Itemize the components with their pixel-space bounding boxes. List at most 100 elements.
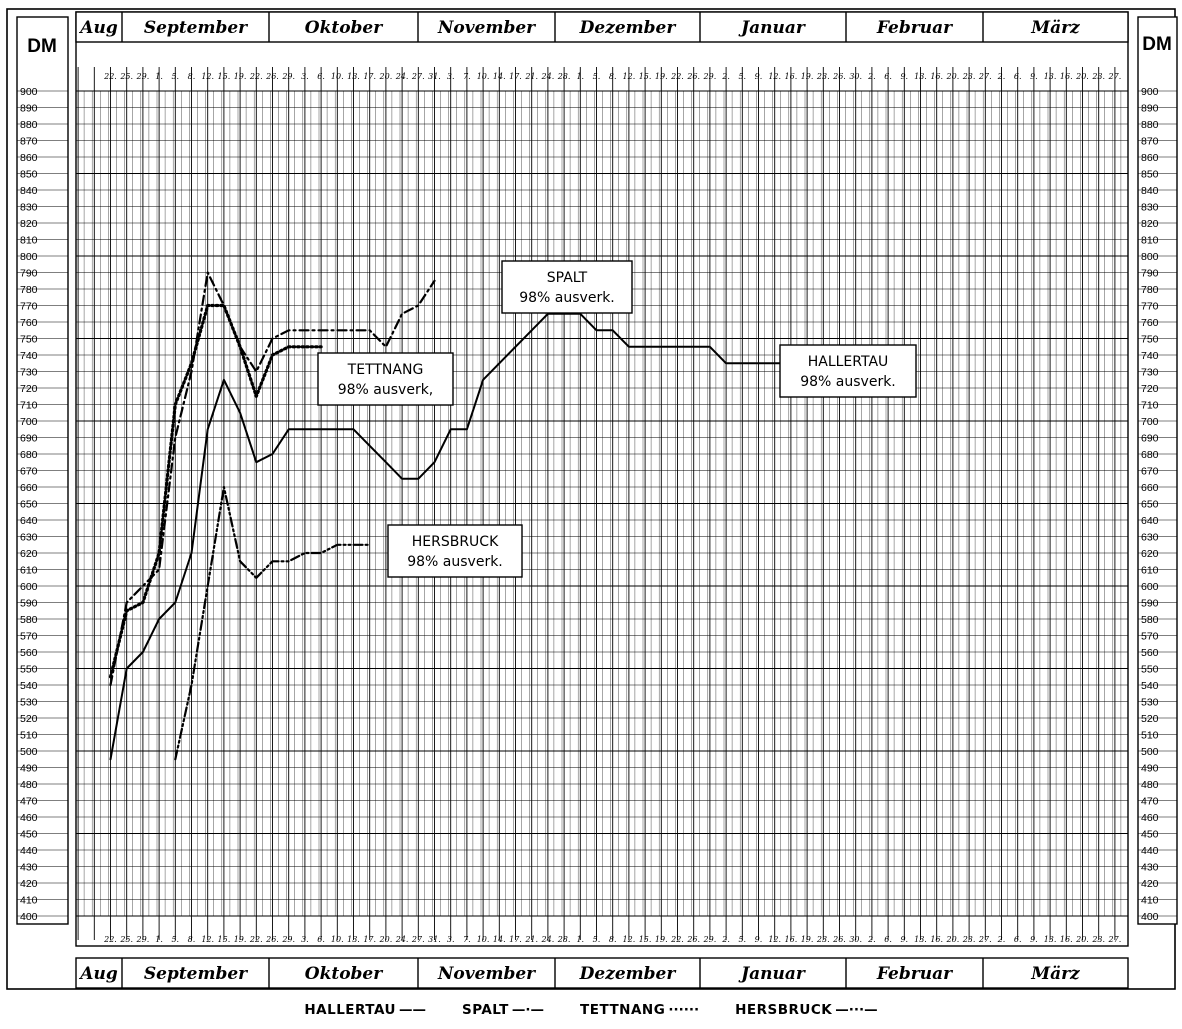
y-tick-label-right: 710 bbox=[1141, 400, 1159, 412]
bottom-date-tick: 1. bbox=[155, 935, 163, 944]
legend-item-hallertau: HALLERTAU —— bbox=[304, 1002, 426, 1018]
y-tick-label-left: 430 bbox=[20, 862, 38, 874]
bottom-date-tick: 5. bbox=[593, 935, 601, 944]
month-label-aug: Aug bbox=[78, 964, 118, 984]
top-date-tick: 1. bbox=[155, 72, 163, 81]
y-tick-label-left: 830 bbox=[20, 202, 38, 214]
top-date-tick: 22. bbox=[103, 72, 117, 81]
bottom-date-tick: 22. bbox=[249, 935, 263, 944]
legend-marker: —···— bbox=[835, 1002, 878, 1018]
bottom-date-tick: 6. bbox=[1014, 935, 1022, 944]
bottom-date-tick: 29. bbox=[281, 935, 295, 944]
bottom-date-tick: 16. bbox=[930, 935, 943, 944]
y-tick-label-right: 550 bbox=[1141, 664, 1159, 676]
bottom-date-tick: 26. bbox=[832, 935, 846, 944]
bottom-date-tick: 29. bbox=[136, 935, 150, 944]
bottom-date-tick: 20. bbox=[946, 935, 960, 944]
y-tick-label-right: 780 bbox=[1141, 284, 1159, 296]
bottom-date-tick: 26. bbox=[265, 935, 279, 944]
top-date-tick: 29. bbox=[136, 72, 150, 81]
y-tick-label-left: 570 bbox=[20, 631, 38, 643]
top-date-tick: 6. bbox=[884, 72, 892, 81]
month-label-januar: Januar bbox=[738, 964, 806, 984]
top-date-tick: 22. bbox=[670, 72, 684, 81]
y-tick-label-right: 450 bbox=[1141, 829, 1159, 841]
y-tick-label-left: 750 bbox=[20, 334, 38, 346]
top-date-tick: 16. bbox=[785, 72, 798, 81]
legend-marker: —·— bbox=[511, 1002, 545, 1018]
bottom-date-tick: 2. bbox=[997, 935, 1006, 944]
top-date-tick: 5. bbox=[738, 72, 746, 81]
bottom-date-tick: 25. bbox=[119, 935, 133, 944]
top-date-tick: 17. bbox=[509, 72, 522, 81]
month-label-dezember: Dezember bbox=[579, 18, 677, 38]
top-date-tick: 23. bbox=[1091, 72, 1105, 81]
bottom-date-tick: 9. bbox=[900, 935, 908, 944]
bottom-date-tick: 22. bbox=[670, 935, 684, 944]
callout-title-tettnang: TETTNANG bbox=[347, 362, 424, 378]
bottom-date-tick: 9. bbox=[755, 935, 763, 944]
top-date-tick: 14. bbox=[493, 72, 506, 81]
series-line-hallertau bbox=[109, 312, 857, 761]
callout-title-spalt: SPALT bbox=[547, 270, 588, 286]
top-date-tick: 17. bbox=[363, 72, 376, 81]
y-tick-label-left: 740 bbox=[20, 350, 38, 362]
y-tick-label-right: 640 bbox=[1141, 515, 1159, 527]
bottom-date-tick: 20. bbox=[1075, 935, 1089, 944]
top-date-tick: 26. bbox=[832, 72, 846, 81]
y-tick-label-right: 530 bbox=[1141, 697, 1159, 709]
y-tick-label-left: 670 bbox=[20, 466, 38, 478]
callout-box-hallertau bbox=[779, 344, 917, 398]
y-tick-label-right: 840 bbox=[1141, 185, 1159, 197]
bottom-date-tick: 23. bbox=[962, 935, 976, 944]
y-tick-label-left: 860 bbox=[20, 152, 38, 164]
y-tick-label-left: 470 bbox=[20, 796, 38, 808]
y-tick-label-right: 490 bbox=[1141, 763, 1159, 775]
top-date-tick: 13. bbox=[914, 72, 927, 81]
y-tick-label-right: 480 bbox=[1141, 779, 1159, 791]
bottom-date-tick: 23. bbox=[1091, 935, 1105, 944]
bottom-date-tick: 17. bbox=[509, 935, 522, 944]
callout-note-hersbruck: 98% ausverk. bbox=[407, 554, 503, 570]
y-tick-label-right: 690 bbox=[1141, 433, 1159, 445]
top-date-tick: 3. bbox=[301, 72, 309, 81]
top-date-tick: 27. bbox=[1108, 72, 1122, 81]
bottom-date-tick: 14. bbox=[493, 935, 506, 944]
top-date-tick: 3. bbox=[447, 72, 455, 81]
bottom-date-tick: 10. bbox=[331, 935, 344, 944]
legend-marker: —— bbox=[398, 1002, 426, 1018]
y-tick-label-right: 540 bbox=[1141, 680, 1159, 692]
callouts: SPALT 98% ausverk. TETTNANG 98% ausverk, HER… bbox=[317, 260, 917, 578]
bottom-date-tick: 12. bbox=[201, 935, 214, 944]
bottom-date-tick: 15. bbox=[218, 935, 231, 944]
callout-note-hallertau: 98% ausverk. bbox=[800, 374, 896, 390]
y-tick-label-left: 420 bbox=[20, 878, 38, 890]
outer-border bbox=[6, 8, 1176, 990]
y-tick-label-right: 620 bbox=[1141, 548, 1159, 560]
top-date-tick: 9. bbox=[1030, 72, 1038, 81]
legend-label: HERSBRUCK bbox=[735, 1002, 833, 1018]
y-tick-label-right: 850 bbox=[1141, 169, 1159, 181]
y-tick-label-left: 820 bbox=[20, 218, 38, 230]
top-date-tick: 20. bbox=[379, 72, 393, 81]
bottom-date-tick: 12. bbox=[623, 935, 636, 944]
y-tick-label-left: 790 bbox=[20, 268, 38, 280]
bottom-date-tick: 30. bbox=[849, 935, 862, 944]
y-tick-label-right: 740 bbox=[1141, 350, 1159, 362]
bottom-date-tick: 24. bbox=[541, 935, 555, 944]
month-label-januar: Januar bbox=[738, 18, 806, 38]
bottom-date-tick: 8. bbox=[609, 935, 617, 944]
bottom-date-tick: 5. bbox=[738, 935, 746, 944]
dm-label-right: DM bbox=[1142, 34, 1172, 55]
bottom-date-tick: 15. bbox=[639, 935, 652, 944]
callout-box-hersbruck bbox=[387, 524, 523, 578]
top-date-tick: 8. bbox=[609, 72, 617, 81]
callout-box-tettnang bbox=[317, 352, 454, 406]
series-line-tettnang bbox=[108, 303, 323, 679]
legend-label: HALLERTAU bbox=[304, 1002, 396, 1018]
y-tick-label-left: 700 bbox=[20, 416, 38, 428]
top-date-tick: 10. bbox=[477, 72, 490, 81]
top-date-tick: 9. bbox=[900, 72, 908, 81]
top-date-tick: 13. bbox=[347, 72, 360, 81]
bottom-date-tick: 5. bbox=[171, 935, 179, 944]
